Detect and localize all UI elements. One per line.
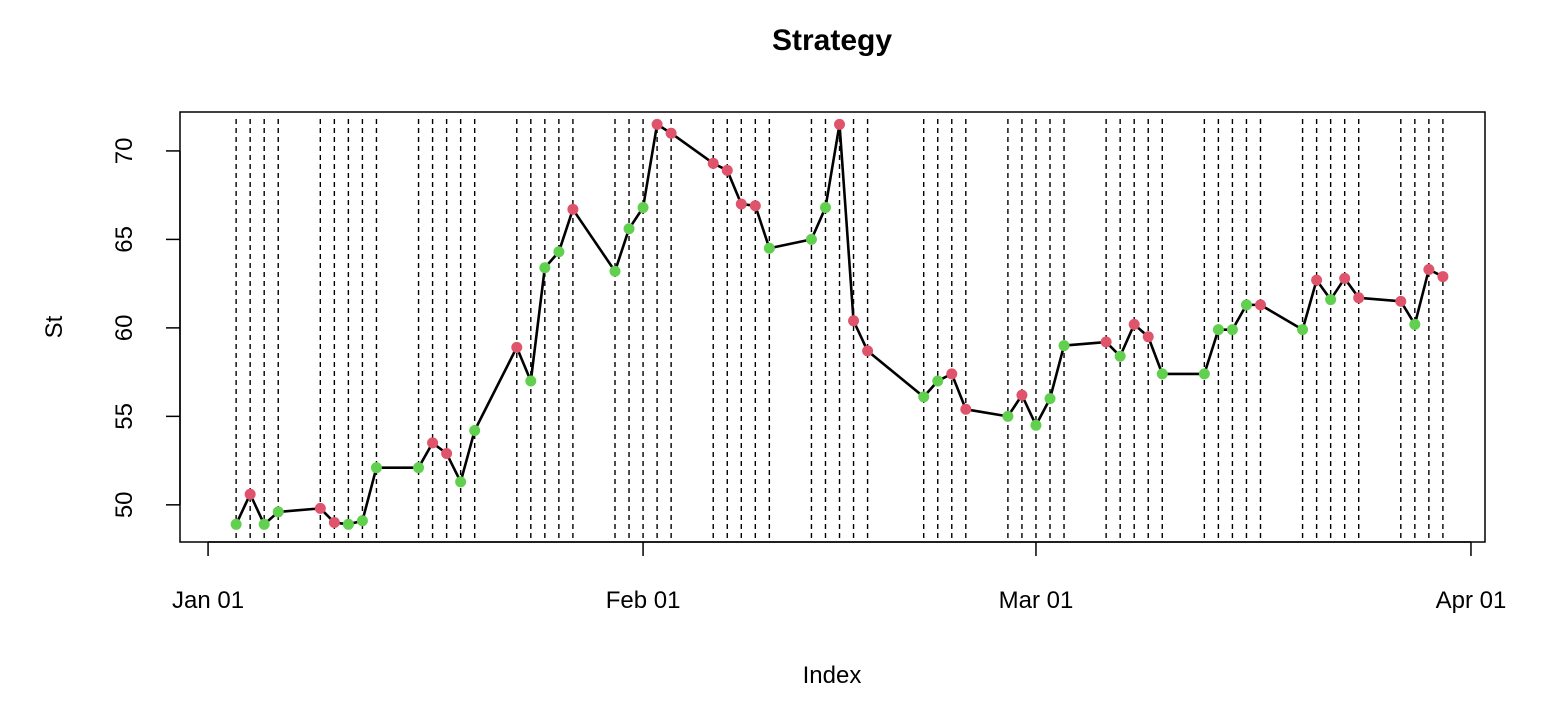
point-21-up [637, 202, 649, 214]
point-49-up [1212, 324, 1224, 336]
signal-lines [235, 119, 1444, 541]
point-7-up [356, 515, 368, 527]
point-59-up [1409, 318, 1421, 330]
plot-frame [179, 111, 1486, 543]
point-9-up [413, 462, 425, 474]
point-41-up [1044, 393, 1056, 405]
point-52-down [1254, 299, 1266, 311]
point-56-down [1339, 272, 1351, 284]
point-35-up [932, 375, 944, 387]
x-tick-label-3: Apr 01 [1436, 587, 1507, 614]
point-17-up [553, 246, 565, 258]
point-48-up [1198, 368, 1210, 380]
y-tick-label-3: 65 [111, 226, 138, 253]
point-51-up [1240, 299, 1252, 311]
point-50-up [1226, 324, 1238, 336]
x-axis-label: Index [803, 662, 862, 689]
point-37-down [960, 403, 972, 415]
point-31-down [834, 118, 846, 130]
point-23-down [665, 127, 677, 139]
point-14-down [511, 341, 523, 353]
point-44-up [1114, 350, 1126, 362]
point-10-down [427, 437, 439, 449]
point-11-down [441, 448, 453, 460]
point-3-up [272, 506, 284, 518]
point-18-down [567, 203, 579, 215]
point-4-down [314, 502, 326, 514]
x-tick-label-1: Feb 01 [606, 587, 681, 614]
x-axis: Jan 01 Feb 01 Mar 01 Apr 01 [172, 541, 1507, 614]
point-61-down [1437, 271, 1449, 283]
y-tick-label-1: 55 [111, 403, 138, 430]
point-38-up [1002, 410, 1014, 422]
x-tick-label-2: Mar 01 [999, 587, 1074, 614]
y-tick-label-0: 50 [111, 491, 138, 518]
point-60-down [1423, 263, 1435, 275]
point-57-down [1353, 292, 1365, 304]
point-45-down [1128, 318, 1140, 330]
point-40-up [1030, 419, 1042, 431]
point-2-up [258, 518, 270, 530]
point-0-up [230, 518, 242, 530]
point-30-up [819, 202, 831, 214]
point-12-up [455, 476, 467, 488]
y-tick-label-4: 70 [111, 138, 138, 165]
point-28-up [763, 242, 775, 254]
point-27-down [749, 200, 761, 212]
point-5-down [328, 517, 340, 529]
point-54-down [1311, 274, 1323, 286]
point-24-down [707, 157, 719, 169]
y-axis-label: St [41, 315, 68, 338]
point-42-up [1058, 340, 1070, 352]
point-47-up [1156, 368, 1168, 380]
point-32-down [848, 315, 860, 327]
chart-title: Strategy [772, 24, 892, 57]
data-points [230, 118, 1449, 530]
point-6-up [342, 518, 354, 530]
point-20-up [623, 223, 635, 235]
point-25-down [721, 164, 733, 176]
x-tick-label-0: Jan 01 [172, 587, 244, 614]
y-axis: 50 55 60 65 70 [111, 138, 181, 518]
point-36-down [946, 368, 958, 380]
point-58-down [1395, 295, 1407, 307]
point-22-down [651, 118, 663, 130]
point-1-down [244, 488, 256, 500]
point-55-up [1325, 294, 1337, 306]
point-19-up [609, 265, 621, 277]
point-15-up [525, 375, 537, 387]
point-46-down [1142, 331, 1154, 343]
y-tick-label-2: 60 [111, 315, 138, 342]
point-8-up [370, 462, 382, 474]
point-16-up [539, 262, 551, 274]
point-43-down [1100, 336, 1112, 348]
point-53-up [1297, 324, 1309, 336]
point-34-up [918, 391, 930, 403]
point-29-up [805, 233, 817, 245]
point-26-down [735, 198, 747, 210]
point-33-down [862, 345, 874, 357]
point-13-up [469, 425, 481, 437]
point-39-down [1016, 389, 1028, 401]
